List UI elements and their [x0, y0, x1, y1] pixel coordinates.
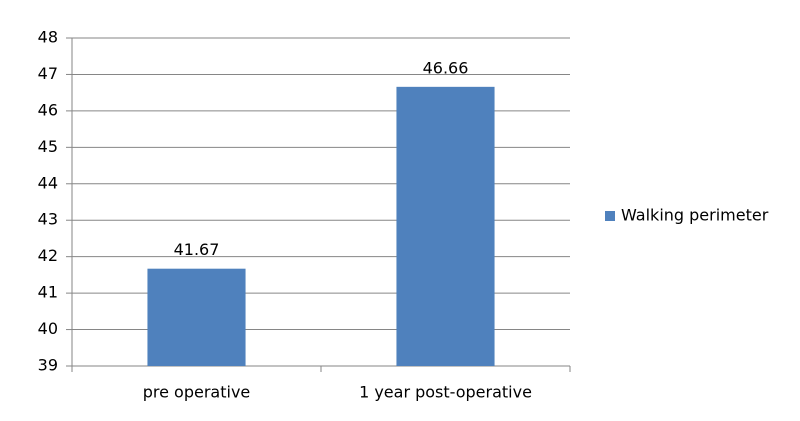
- data-label: 41.67: [174, 240, 220, 259]
- y-tick-label: 48: [38, 28, 58, 47]
- y-tick-label: 41: [38, 283, 58, 302]
- y-tick-label: 44: [38, 173, 58, 192]
- bar: [396, 86, 495, 366]
- y-tick-label: 42: [38, 246, 58, 265]
- x-tick-label: 1 year post-operative: [359, 383, 532, 402]
- bar: [147, 268, 246, 366]
- y-tick-label: 47: [38, 64, 58, 83]
- legend-label: Walking perimeter: [621, 206, 769, 225]
- y-tick-label: 45: [38, 137, 58, 156]
- y-tick-label: 46: [38, 100, 58, 119]
- legend-swatch: [605, 211, 615, 221]
- y-tick-label: 40: [38, 319, 58, 338]
- y-tick-label: 43: [38, 210, 58, 229]
- x-tick-label: pre operative: [143, 383, 251, 402]
- data-label: 46.66: [423, 58, 469, 77]
- y-tick-label: 39: [38, 356, 58, 375]
